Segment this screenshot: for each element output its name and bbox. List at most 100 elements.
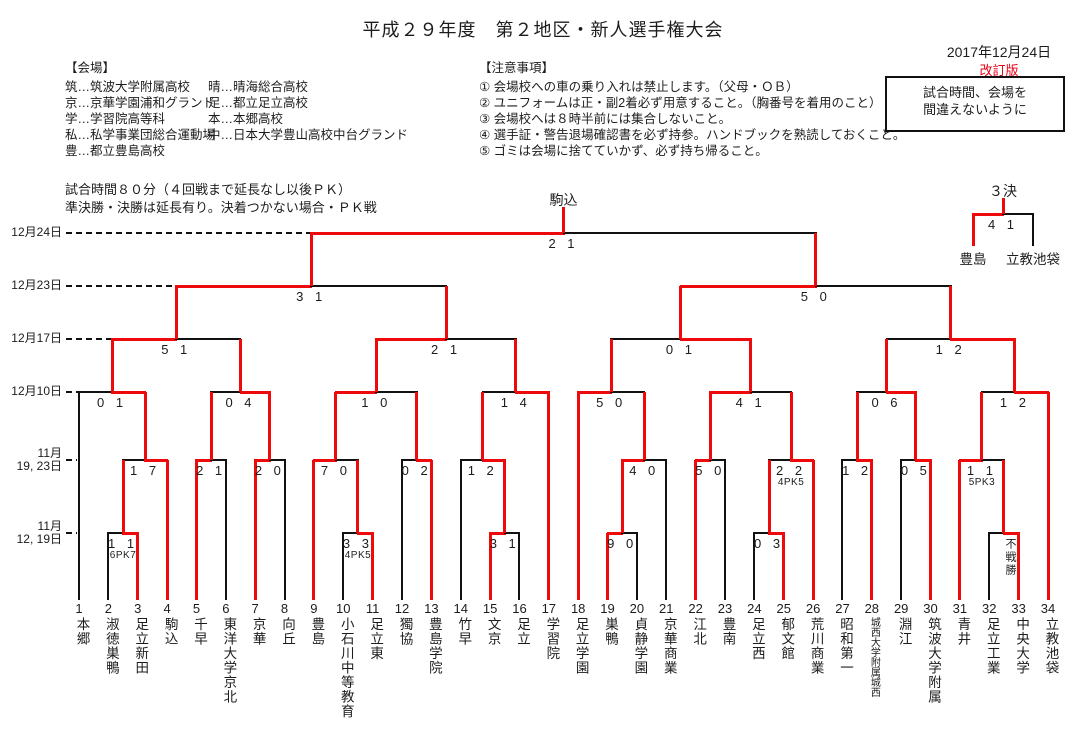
bracket-line: [856, 458, 873, 462]
round-date-label: 12月10日: [11, 384, 62, 398]
bracket-line: [841, 459, 859, 461]
bracket-line: [870, 460, 874, 600]
third-place-score: 4 1: [987, 217, 1019, 232]
team-name: 竹早: [456, 617, 472, 646]
bracket-line: [239, 339, 242, 392]
bracket-line: [310, 285, 448, 287]
team-number: 14: [453, 601, 468, 616]
bracket-line: [312, 458, 337, 462]
bracket-line: [949, 286, 953, 339]
bracket-line: [789, 392, 793, 460]
bracket-line: [782, 533, 786, 600]
venue-item: 京…京華学園浦和グランド: [65, 96, 216, 110]
match-score: 5 0: [695, 463, 726, 478]
bracket-line: [210, 459, 227, 461]
bracket-line: [356, 531, 374, 535]
bracket-line: [768, 531, 785, 535]
bracket-line: [375, 337, 448, 341]
bracket-line: [1032, 214, 1034, 246]
match-score: 1 2: [999, 395, 1030, 410]
bracket-line: [642, 392, 646, 460]
bracket-line: [1001, 198, 1005, 214]
match-score: 3 3: [342, 536, 373, 551]
bracket-line: [1013, 339, 1017, 392]
team-number: 33: [1011, 601, 1026, 616]
team-name: 豊島: [309, 617, 325, 646]
venue-item: 晴…晴海総合高校: [208, 80, 309, 94]
note-item: ① 会場校への車の乗り入れは禁止します。（父母・ＯＢ）: [479, 80, 799, 94]
team-number: 13: [424, 601, 439, 616]
match-score: 0 2: [401, 463, 432, 478]
bracket-line: [342, 533, 345, 600]
bracket-line: [121, 460, 125, 533]
bracket-line: [194, 460, 198, 600]
bracket-line: [609, 339, 613, 392]
bracket-line: [790, 458, 815, 462]
team-name: 京華商業: [661, 617, 677, 675]
team-number: 19: [600, 601, 615, 616]
bracket-line: [122, 531, 139, 535]
bracket-line: [610, 338, 682, 340]
bracket-line: [988, 532, 1005, 534]
round-date-label: 12月23日: [11, 278, 62, 292]
team-number: 24: [747, 601, 762, 616]
bracket-line: [709, 459, 726, 461]
round-date-label: 11月 12, 19日: [16, 519, 62, 546]
round-date-line: [66, 391, 79, 393]
bracket-line: [175, 338, 242, 340]
bracket-line: [309, 233, 313, 286]
venue-item: 学…学習院高等科: [65, 112, 166, 126]
team-name: 学習院: [544, 617, 560, 661]
team-name: 豊南: [720, 617, 736, 646]
round-date-line: [66, 338, 113, 340]
bracket-line: [694, 458, 712, 462]
team-name: 巣鴨: [603, 617, 619, 646]
bracket-line: [195, 458, 213, 462]
revision-date: 2017年12月24日: [946, 44, 1052, 60]
team-number: 30: [923, 601, 938, 616]
bracket-line: [1002, 213, 1034, 215]
match-score: 5 0: [596, 395, 627, 410]
bracket-line: [1017, 533, 1021, 600]
bracket-line: [980, 392, 984, 460]
bracket-line: [576, 392, 580, 600]
bracket-line: [268, 459, 286, 461]
match-score: 1 2: [935, 342, 966, 357]
team-number: 11: [365, 601, 380, 616]
bracket-line: [514, 339, 518, 392]
note-item: ④ 選手証・警告退場確認書を必ず持参。ハンドブックを熟読しておくこと。: [479, 128, 906, 142]
team-number: 16: [512, 601, 527, 616]
team-number: 12: [394, 601, 410, 616]
bracket-line: [224, 460, 227, 600]
bracket-line: [375, 391, 418, 393]
bracket-line: [958, 460, 962, 600]
team-name: 城西大学附属城西: [868, 617, 880, 697]
bracket-line: [78, 391, 114, 393]
team-number: 17: [541, 601, 557, 616]
team-name: 京華: [250, 617, 266, 646]
bracket-line: [914, 392, 918, 460]
team-number: 7: [251, 601, 259, 616]
bracket-line: [268, 392, 272, 460]
bracket-line: [635, 533, 638, 600]
team-name: 郁文館: [779, 617, 795, 661]
bracket-line: [606, 533, 610, 600]
venue-item: 本…本郷高校: [208, 112, 284, 126]
match-score: 5 0: [800, 289, 831, 304]
bracket-line: [749, 391, 793, 393]
round-date-label: 12月17日: [11, 331, 62, 345]
team-number: 4: [163, 601, 171, 616]
match-score: 4 0: [629, 463, 660, 478]
bracket-line: [620, 460, 624, 533]
bracket-line: [679, 284, 817, 288]
match-score: 1 7: [130, 463, 161, 478]
bracket-line: [900, 459, 917, 461]
bracket-line: [562, 207, 565, 233]
match-score: 3 1: [296, 289, 327, 304]
warning-box-line2: 間違えないように: [923, 102, 1027, 117]
bracket-line: [972, 212, 1004, 216]
bracket-line: [110, 339, 114, 392]
round-date-line: [66, 232, 312, 234]
team-name: 豊島学院: [426, 617, 442, 675]
